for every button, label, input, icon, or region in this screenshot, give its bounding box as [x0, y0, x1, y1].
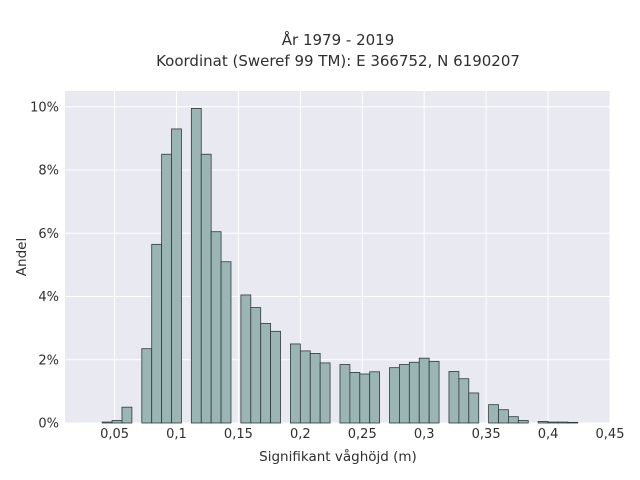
- histogram-bar: [369, 371, 381, 424]
- x-tick-label: 0,35: [472, 427, 501, 442]
- y-tick-label: 6%: [38, 227, 59, 242]
- histogram-bar: [270, 330, 281, 424]
- y-tick-label: 0%: [38, 417, 59, 432]
- y-tick-label: 2%: [38, 353, 59, 368]
- chart-title-line1: År 1979 - 2019: [282, 30, 395, 49]
- histogram-bar: [537, 421, 549, 424]
- histogram-bar: [250, 307, 262, 424]
- bars: [101, 107, 579, 424]
- histogram-bar: [240, 294, 252, 424]
- histogram-bar: [111, 420, 123, 424]
- histogram-bar: [408, 361, 420, 424]
- histogram-bar: [389, 367, 400, 424]
- histogram-bar: [567, 421, 579, 424]
- histogram-bar: [200, 153, 212, 424]
- histogram-bar: [220, 261, 232, 424]
- y-tick-label: 4%: [38, 290, 59, 305]
- chart-title-line2: Koordinat (Sweref 99 TM): E 366752, N 61…: [156, 52, 520, 70]
- y-tick-label: 8%: [38, 164, 59, 179]
- histogram-bar: [260, 322, 272, 424]
- histogram-bar: [101, 421, 113, 424]
- x-tick-label: 0,45: [596, 427, 625, 442]
- histogram-bar: [468, 392, 480, 424]
- histogram-bar: [508, 416, 519, 424]
- histogram-bar: [190, 107, 202, 424]
- histogram-bar: [151, 243, 163, 424]
- histogram-bar: [141, 348, 153, 424]
- histogram-bar: [557, 421, 569, 424]
- histogram-bar: [488, 404, 499, 424]
- x-tick-label: 0,25: [348, 427, 377, 442]
- x-tick-label: 0,4: [538, 427, 559, 442]
- y-tick-label: 10%: [30, 100, 59, 115]
- histogram-bar: [428, 360, 440, 424]
- y-axis-ticks: 0% 2% 4% 6% 8% 10%: [30, 100, 59, 431]
- histogram-bar: [290, 343, 301, 424]
- histogram-bar: [210, 231, 222, 424]
- histogram-bar: [299, 350, 311, 424]
- y-axis-label: Andel: [14, 238, 30, 276]
- x-tick-label: 0,1: [166, 427, 187, 442]
- histogram-bar: [161, 153, 172, 424]
- histogram-bar: [359, 373, 371, 424]
- x-tick-label: 0,2: [290, 427, 311, 442]
- histogram-bar: [121, 406, 133, 424]
- histogram-bar: [319, 362, 331, 424]
- histogram-bar: [349, 372, 361, 424]
- x-axis-label: Signifikant våghöjd (m): [259, 448, 417, 465]
- histogram-bar: [309, 353, 321, 424]
- histogram-bar: [448, 371, 460, 424]
- histogram-bar: [458, 378, 470, 424]
- x-tick-label: 0,3: [414, 427, 435, 442]
- histogram-bar: [517, 420, 529, 424]
- histogram-bar: [418, 357, 430, 424]
- histogram-bar: [547, 421, 559, 424]
- histogram-bar: [498, 409, 509, 424]
- histogram-bar: [171, 128, 182, 424]
- x-tick-label: 0,15: [224, 427, 253, 442]
- histogram-bar: [399, 364, 410, 424]
- histogram-bar: [339, 364, 351, 424]
- x-axis-ticks: 0,05 0,1 0,15 0,2 0,25 0,3 0,35 0,4 0,45: [100, 427, 624, 442]
- x-tick-label: 0,05: [100, 427, 129, 442]
